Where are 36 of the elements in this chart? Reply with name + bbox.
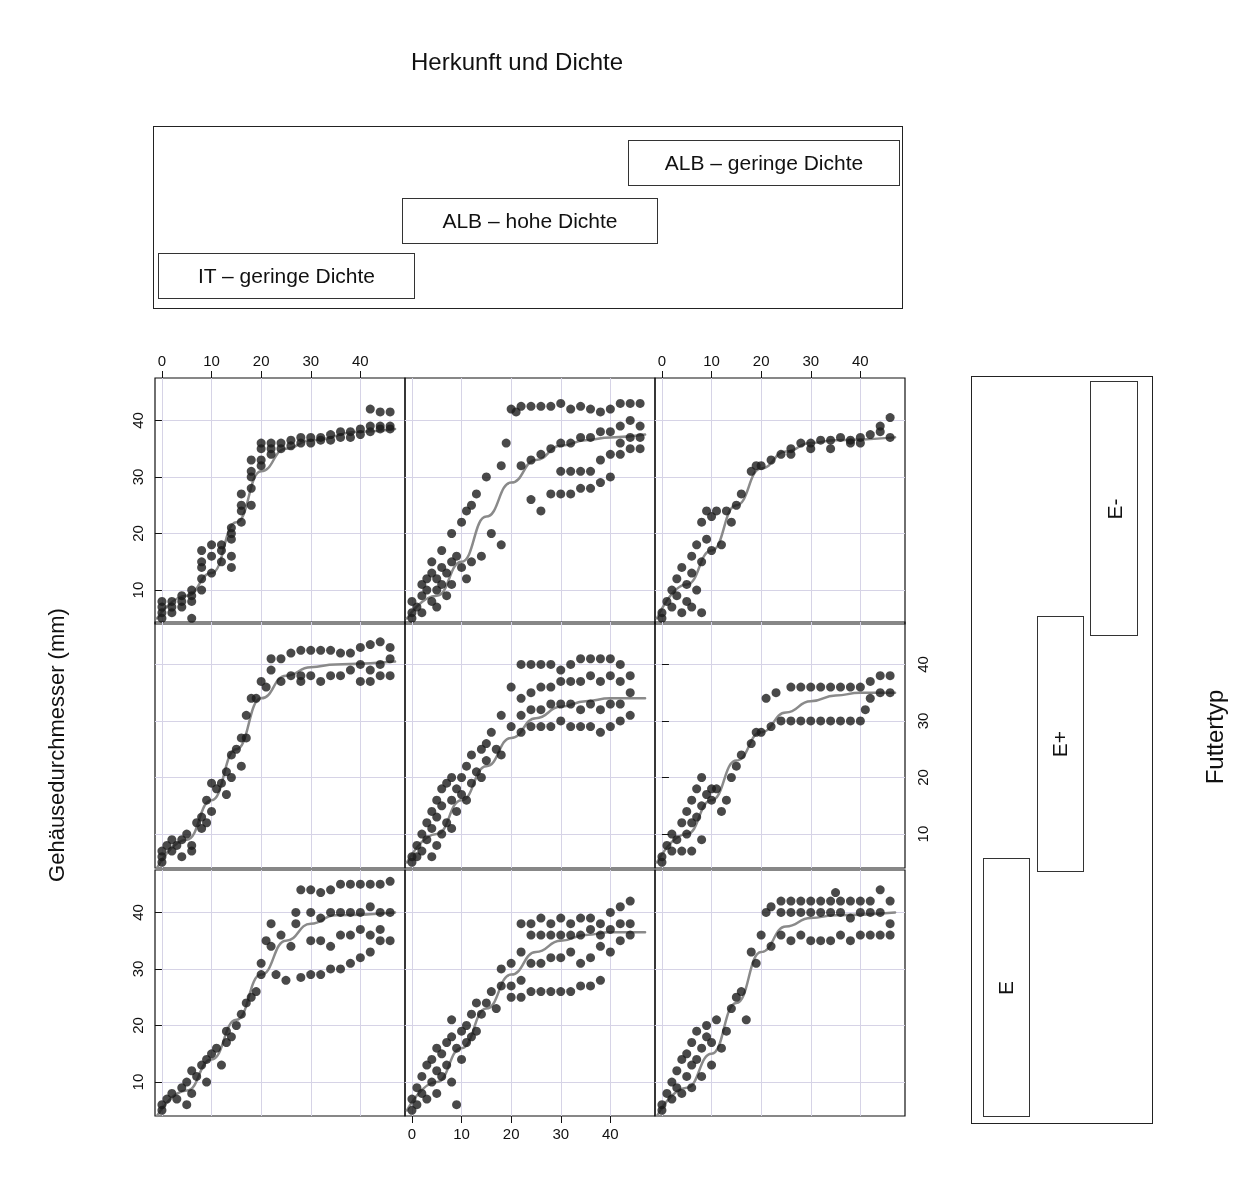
x-tick-label: 0	[657, 352, 667, 369]
text: E	[994, 980, 1019, 995]
x-tick-label: 20	[252, 352, 270, 369]
y-tick-label: 10	[914, 825, 931, 843]
y-tick-label: 30	[129, 468, 146, 486]
x-tick-label: 10	[703, 352, 720, 369]
y-tick-label: 20	[129, 525, 146, 542]
x-tick-label: 30	[302, 352, 320, 369]
x-tick-label: 40	[852, 352, 869, 369]
text: Herkunft und Dichte	[411, 48, 624, 76]
x-tick-label: 20	[502, 1125, 520, 1142]
y-tick-label: 10	[129, 1073, 146, 1091]
x-tick-label: 30	[552, 1125, 570, 1142]
x-tick-label: 40	[352, 352, 369, 369]
x-tick-label: 0	[157, 352, 167, 369]
text: Futtertyp	[1200, 689, 1229, 785]
y-tick-label: 20	[914, 769, 931, 786]
y-tick-label: 40	[129, 412, 146, 429]
x-tick-label: 0	[407, 1125, 417, 1142]
text: E+	[1048, 730, 1073, 758]
text: ALB – geringe Dichte	[664, 151, 864, 175]
x-tick-label: 40	[602, 1125, 619, 1142]
y-tick-label: 10	[129, 581, 146, 599]
x-tick-label: 30	[802, 352, 820, 369]
text: IT – geringe Dichte	[197, 264, 376, 288]
y-tick-label: 30	[129, 960, 146, 978]
x-tick-label: 10	[203, 352, 220, 369]
text: ALB – hohe Dichte	[442, 209, 618, 233]
y-axis-title: Gehäusedurchmesser (mm)	[43, 608, 69, 882]
y-tick-label: 30	[914, 712, 931, 730]
y-tick-label: 40	[129, 904, 146, 921]
x-tick-label: 10	[453, 1125, 470, 1142]
y-tick-label: 40	[914, 656, 931, 673]
y-tick-label: 20	[129, 1017, 146, 1034]
text: E-	[1102, 498, 1126, 519]
x-tick-label: 20	[752, 352, 770, 369]
